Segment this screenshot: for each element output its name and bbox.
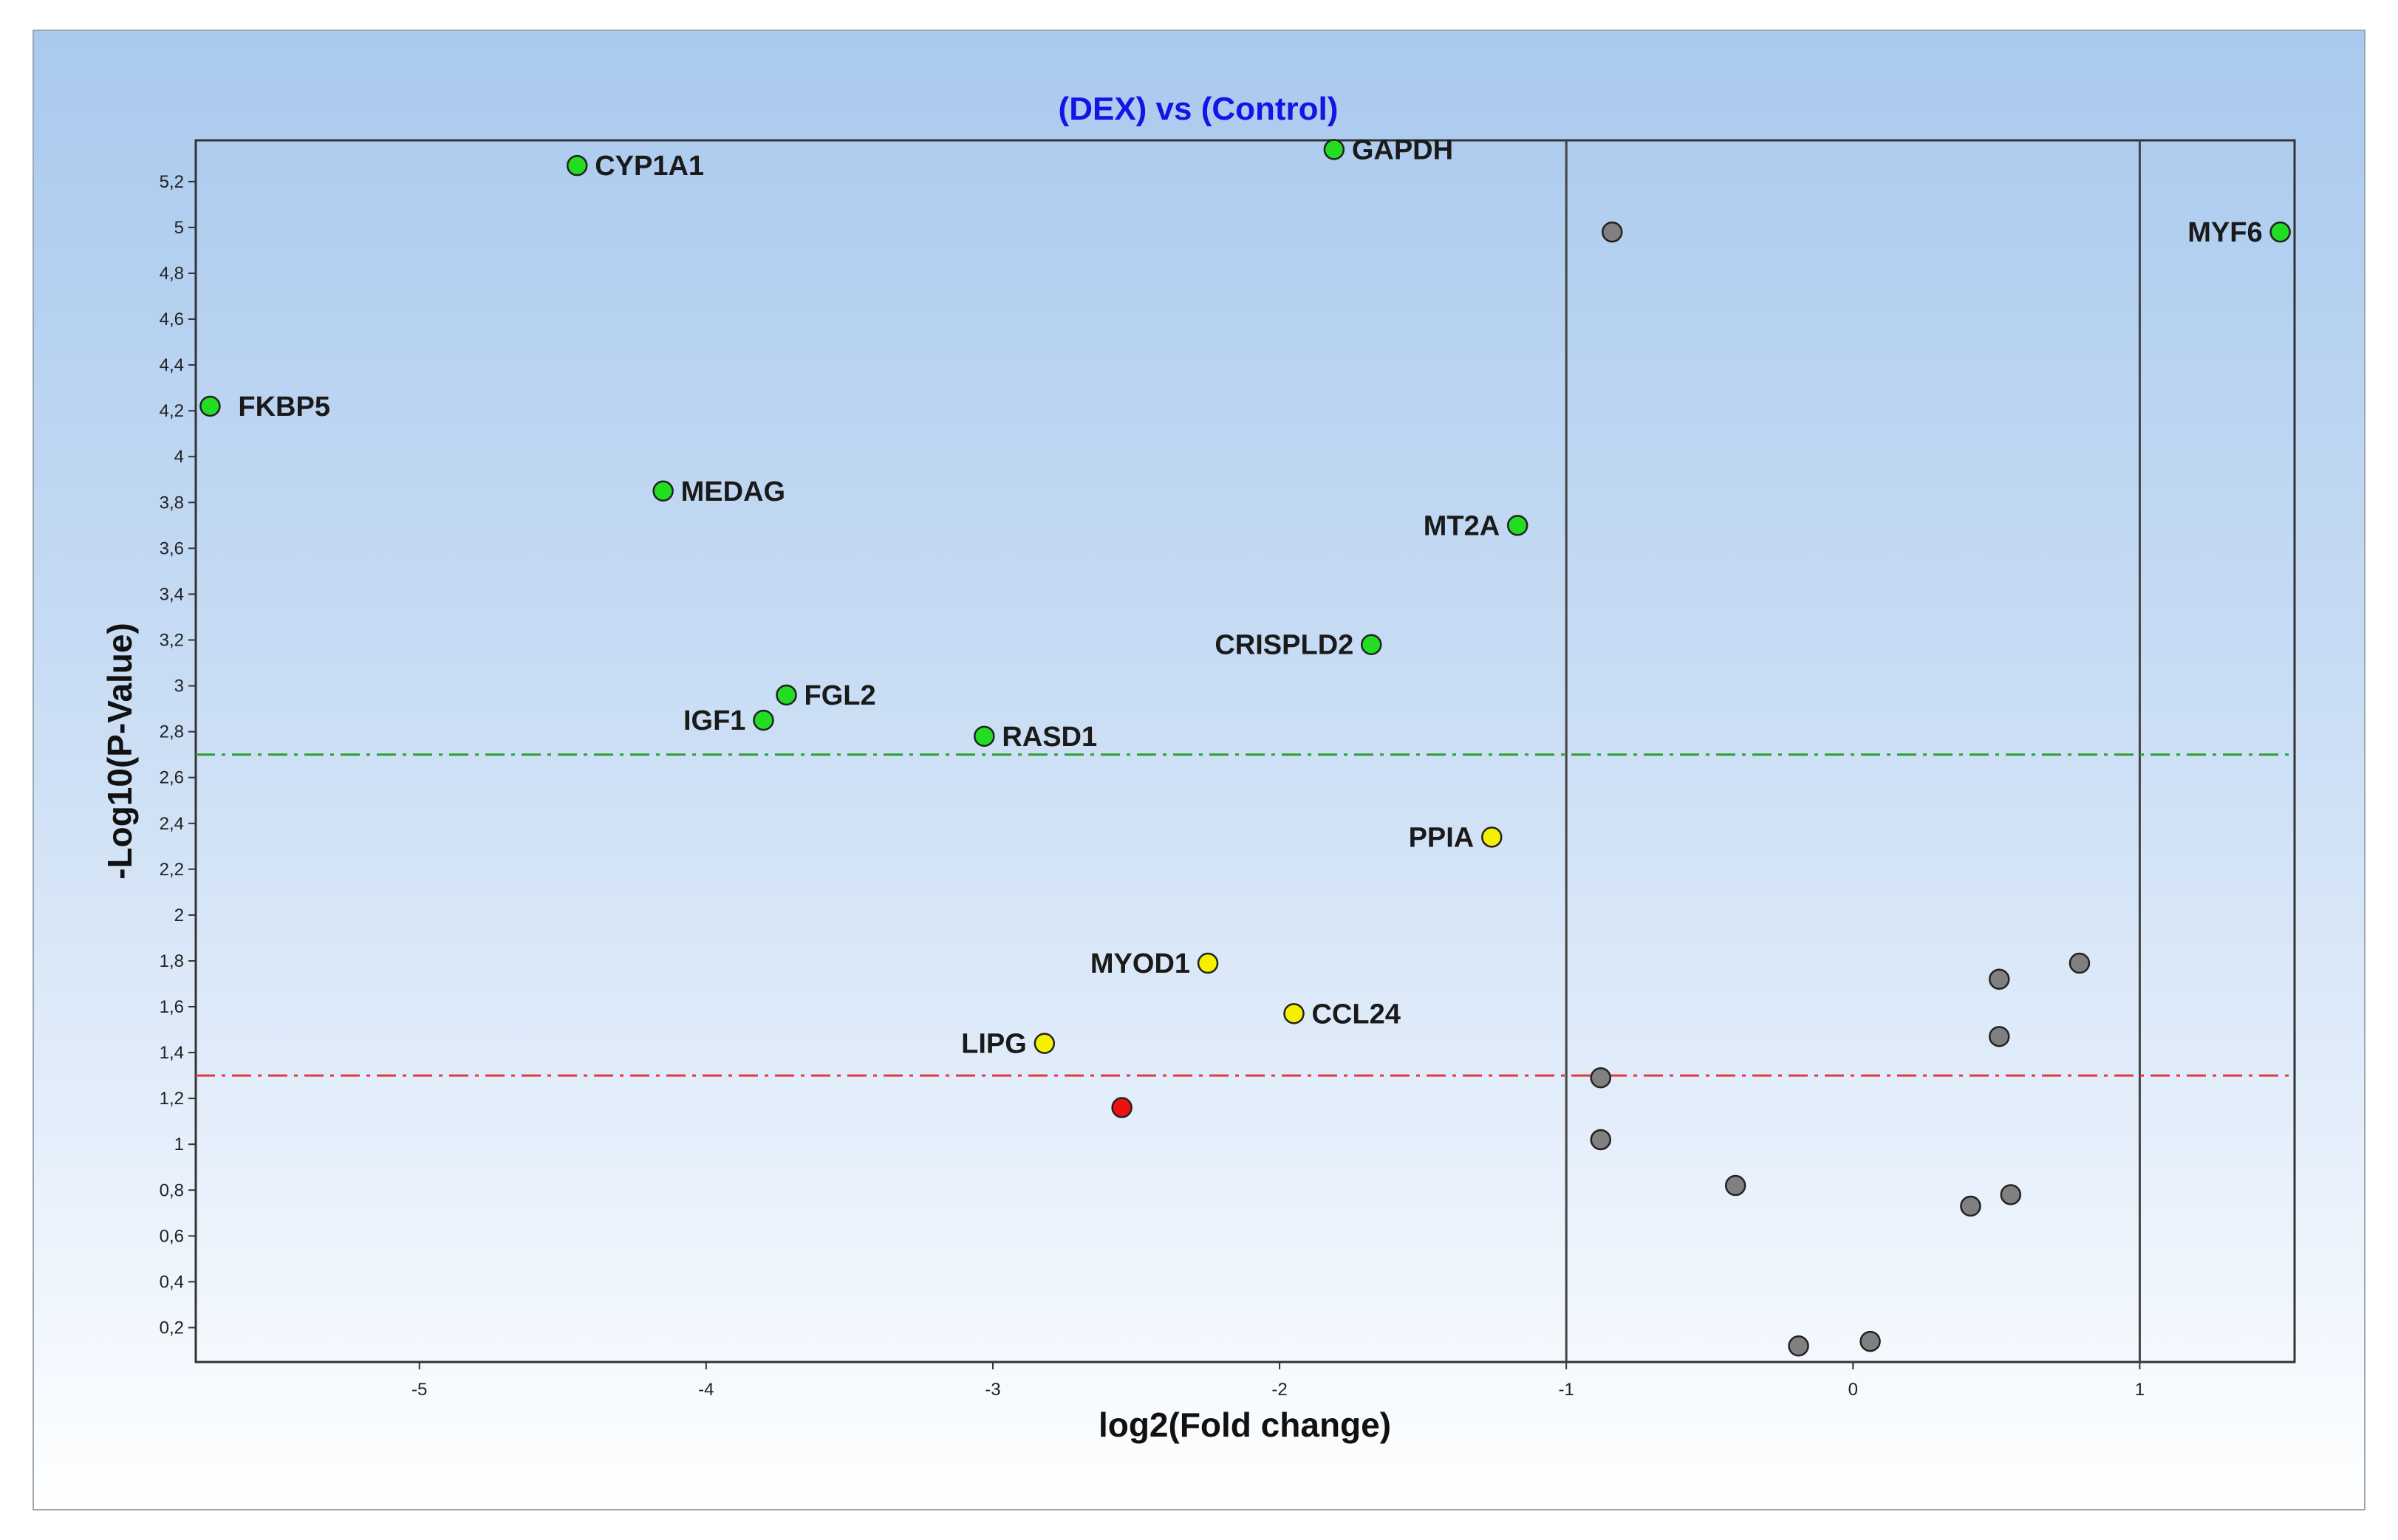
data-point [1590, 1067, 1612, 1089]
point-label: MYOD1 [1090, 948, 1190, 979]
data-point [1361, 634, 1382, 655]
point-label: MEDAG [681, 476, 785, 507]
y-tick-label: 0,2 [160, 1318, 184, 1338]
y-tick-label: 1 [174, 1135, 184, 1154]
data-point [753, 709, 774, 731]
point-label: CYP1A1 [595, 151, 704, 182]
data-point [974, 725, 995, 747]
y-tick-label: 5,2 [160, 172, 184, 192]
x-tick-label: 0 [1848, 1380, 1858, 1400]
data-point [199, 395, 221, 417]
y-tick-label: 2 [174, 906, 184, 925]
y-tick-label: 4,8 [160, 264, 184, 284]
data-point [1111, 1097, 1133, 1118]
y-tick-label: 0,8 [160, 1180, 184, 1200]
data-point [776, 684, 797, 706]
point-label: MYF6 [2187, 217, 2262, 248]
y-tick-label: 4,4 [160, 355, 184, 375]
y-tick-label: 3 [174, 677, 184, 697]
data-point [1988, 968, 2010, 990]
chart-panel [33, 30, 2365, 1510]
point-label: RASD1 [1002, 722, 1097, 753]
y-tick-label: 0,6 [160, 1226, 184, 1246]
data-point [2269, 221, 2291, 243]
y-tick-label: 1,4 [160, 1043, 184, 1063]
point-label: GAPDH [1352, 134, 1453, 165]
x-tick-label: -1 [1559, 1380, 1574, 1400]
data-point [1323, 139, 1345, 160]
x-tick-label: 1 [2135, 1380, 2145, 1400]
x-tick-label: -4 [698, 1380, 714, 1400]
x-axis-title: log2(Fold change) [1099, 1406, 1391, 1444]
data-point [566, 154, 588, 177]
y-tick-label: 0,4 [160, 1272, 184, 1292]
x-tick-label: -3 [985, 1380, 1000, 1400]
y-tick-label: 3,6 [160, 538, 184, 558]
data-point [1034, 1033, 1056, 1054]
y-tick-label: 3,4 [160, 584, 184, 604]
y-tick-label: 2,6 [160, 768, 184, 788]
data-point [1988, 1026, 2010, 1047]
y-tick-label: 3,2 [160, 630, 184, 650]
y-axis-title: -Log10(P-Value) [100, 623, 139, 880]
point-label: LIPG [961, 1029, 1027, 1060]
data-point [1283, 1003, 1305, 1024]
y-tick-label: 2,4 [160, 814, 184, 834]
x-tick-label: -5 [411, 1380, 427, 1400]
data-point [1481, 827, 1503, 848]
data-point [2000, 1184, 2022, 1205]
y-tick-label: 4,2 [160, 401, 184, 421]
data-point [1602, 221, 1623, 243]
point-label: MT2A [1424, 510, 1500, 541]
y-tick-label: 3,8 [160, 493, 184, 513]
y-tick-label: 1,2 [160, 1089, 184, 1109]
data-point [1590, 1129, 1612, 1151]
data-point [1197, 952, 1219, 974]
y-tick-label: 4,6 [160, 309, 184, 329]
point-label: PPIA [1409, 822, 1475, 853]
data-point [1506, 515, 1528, 536]
point-label: CRISPLD2 [1215, 630, 1353, 661]
point-label: CCL24 [1311, 999, 1400, 1030]
y-tick-label: 2,8 [160, 722, 184, 742]
data-point [1859, 1330, 1881, 1352]
x-tick-label: -2 [1271, 1380, 1287, 1400]
y-tick-label: 2,2 [160, 860, 184, 880]
y-tick-label: 1,6 [160, 997, 184, 1017]
point-label: IGF1 [683, 705, 745, 736]
plot-area [194, 139, 2296, 1363]
data-point [652, 480, 674, 502]
point-label: FGL2 [805, 680, 876, 711]
data-point [1724, 1174, 1746, 1197]
y-tick-label: 5 [174, 218, 184, 238]
y-tick-label: 1,8 [160, 951, 184, 971]
data-point [1788, 1335, 1809, 1357]
data-point [1960, 1195, 1981, 1217]
chart-title: (DEX) vs (Control) [1059, 91, 1339, 127]
point-label: FKBP5 [238, 391, 330, 422]
y-tick-label: 4 [174, 447, 184, 467]
data-point [2069, 952, 2091, 974]
